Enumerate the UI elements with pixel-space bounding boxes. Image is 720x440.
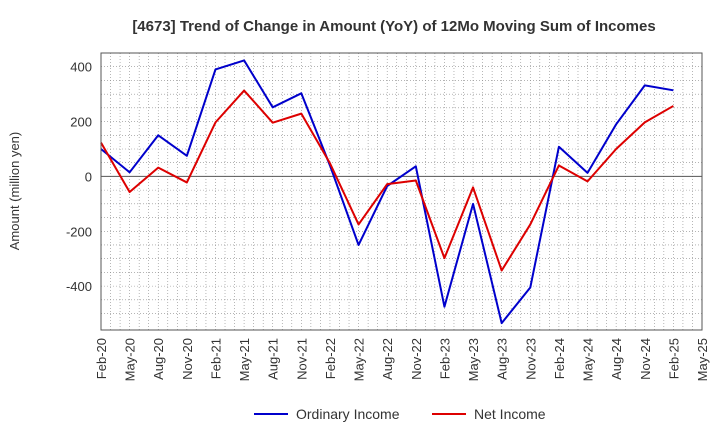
x-tick-label: Feb-24 — [552, 338, 567, 379]
series-line-ordinary-income — [100, 59, 674, 325]
x-tick-label: May-24 — [581, 338, 596, 381]
series-line-net-income — [100, 89, 674, 272]
y-tick-label: -400 — [66, 279, 92, 294]
x-tick-label: Feb-25 — [666, 338, 681, 379]
x-tick-label: Aug-22 — [380, 338, 395, 380]
x-tick-label: May-22 — [352, 338, 367, 381]
x-tick-label: Feb-21 — [208, 338, 223, 379]
series-lines — [100, 59, 674, 325]
x-tick-label: May-23 — [466, 338, 481, 381]
y-tick-label: 200 — [70, 115, 92, 130]
plot-area — [101, 53, 702, 330]
x-tick-label: Feb-20 — [94, 338, 109, 379]
y-tick-label: 0 — [85, 169, 92, 184]
x-tick-label: Aug-21 — [266, 338, 281, 380]
legend-label-ordinary-income: Ordinary Income — [296, 406, 400, 422]
x-tick-label: Nov-22 — [409, 338, 424, 380]
x-tick-label: Feb-23 — [437, 338, 452, 379]
y-tick-label: 400 — [70, 60, 92, 75]
y-axis-ticks: 400 200 0 -200 -400 — [66, 60, 92, 294]
legend: Ordinary Income Net Income — [254, 406, 546, 422]
grid — [100, 53, 702, 330]
y-axis-label: Amount (million yen) — [7, 132, 22, 251]
x-tick-label: May-20 — [123, 338, 138, 381]
x-axis-ticks: Feb-20 May-20 Aug-20 Nov-20 Feb-21 May-21 Aug-… — [94, 338, 710, 381]
x-tick-label: Nov-24 — [638, 338, 653, 380]
x-tick-label: Aug-24 — [609, 338, 624, 380]
chart-title: [4673] Trend of Change in Amount (YoY) o… — [132, 18, 655, 35]
x-tick-label: Aug-23 — [495, 338, 510, 380]
x-tick-label: Nov-23 — [523, 338, 538, 380]
legend-label-net-income: Net Income — [474, 406, 546, 422]
x-tick-label: Nov-20 — [180, 338, 195, 380]
x-tick-label: Nov-21 — [294, 338, 309, 380]
x-tick-label: May-21 — [237, 338, 252, 381]
plot-frame — [100, 52, 703, 331]
y-tick-label: -200 — [66, 224, 92, 239]
x-tick-label: May-25 — [695, 338, 710, 381]
x-tick-label: Feb-22 — [323, 338, 338, 379]
x-tick-label: Aug-20 — [151, 338, 166, 380]
